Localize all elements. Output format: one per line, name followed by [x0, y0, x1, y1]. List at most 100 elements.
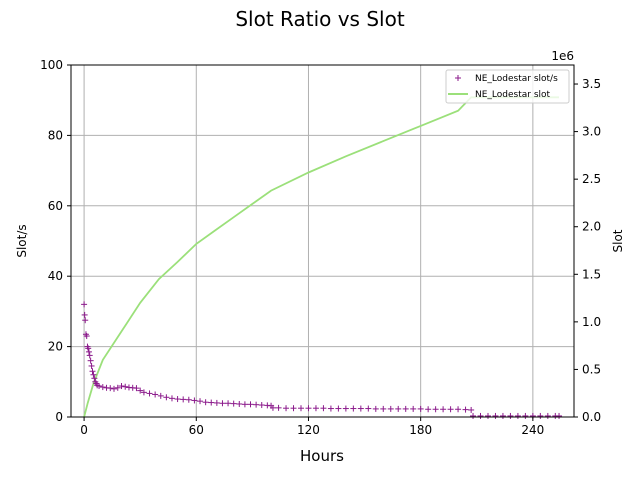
- y-right-tick-label: 1.5: [582, 267, 601, 281]
- scatter-point-55: [283, 405, 290, 412]
- scatter-point-27: [133, 385, 140, 392]
- legend: NE_Lodestar slot/s NE_Lodestar slot: [445, 69, 570, 104]
- scatter-point-66: [365, 405, 372, 412]
- scatter-point-41: [208, 399, 215, 406]
- chart-title: Slot Ratio vs Slot: [235, 7, 404, 31]
- y-left-axis-label: Slot/s: [15, 224, 29, 257]
- x-tick-label: 180: [409, 423, 432, 437]
- scatter-point-62: [335, 405, 342, 412]
- scatter-point-38: [191, 397, 198, 404]
- scatter-point-33: [163, 394, 170, 401]
- scatter-point-43: [219, 400, 226, 407]
- scatter-point-81: [470, 412, 477, 419]
- scatter-point-85: [499, 412, 506, 419]
- scatter-point-20: [107, 385, 114, 392]
- scatter-point-86: [507, 412, 514, 419]
- y-right-tick-label: 1.0: [582, 315, 601, 329]
- legend-label-line: NE_Lodestar slot: [475, 90, 551, 100]
- legend-box: [445, 69, 570, 104]
- scatter-point-2: [82, 317, 89, 324]
- scatter-point-37: [185, 396, 192, 403]
- scatter-point-7: [85, 348, 92, 355]
- scatter-point-23: [118, 383, 125, 390]
- gridlines: [71, 64, 574, 418]
- scatter-point-93: [556, 412, 563, 419]
- x-axis-label: Hours: [300, 447, 344, 465]
- x-tick-label: 60: [189, 423, 204, 437]
- scatter-point-49: [253, 401, 260, 408]
- y-left-tick-label: 0: [55, 410, 63, 424]
- scatter-point-46: [236, 400, 243, 407]
- scatter-point-56: [290, 405, 297, 412]
- legend-marker-scatter: [455, 75, 461, 81]
- scatter-point-91: [544, 412, 551, 419]
- y-left-tick-label: 40: [48, 269, 63, 283]
- scatter-point-11: [89, 368, 96, 375]
- scatter-point-54: [275, 404, 282, 411]
- scatter-point-78: [455, 406, 462, 413]
- scatter-point-74: [425, 406, 432, 413]
- scatter-point-36: [180, 396, 187, 403]
- scatter-point-34: [168, 395, 175, 402]
- y-left-tick-label: 80: [48, 128, 63, 142]
- scatter-point-39: [197, 398, 204, 405]
- scatter-point-17: [96, 383, 103, 390]
- legend-label-scatter: NE_Lodestar slot/s: [475, 74, 558, 84]
- scatter-point-4: [83, 333, 90, 340]
- scatter-point-65: [357, 405, 364, 412]
- y-right-tick-label: 0.5: [582, 362, 601, 376]
- scatter-point-88: [522, 412, 529, 419]
- y-right-tick-label: 0.0: [582, 410, 601, 424]
- scatter-point-13: [91, 375, 98, 382]
- scatter-point-84: [492, 412, 499, 419]
- line-series: [83, 96, 559, 418]
- scatter-point-69: [387, 405, 394, 412]
- scatter-point-35: [174, 396, 181, 403]
- scatter-point-58: [305, 405, 312, 412]
- y-left-tick-label: 20: [48, 340, 63, 354]
- scatter-point-80: [468, 406, 475, 413]
- scatter-point-12: [90, 371, 97, 378]
- y-right-axis-label: Slot: [611, 229, 625, 252]
- scatter-point-72: [410, 405, 417, 412]
- scatter-point-30: [146, 390, 153, 397]
- scatter-point-73: [417, 405, 424, 412]
- scatter-point-57: [297, 405, 304, 412]
- scatter-point-29: [140, 389, 147, 396]
- scatter-point-90: [537, 412, 544, 419]
- scatter-point-32: [157, 392, 164, 399]
- y-left-axis-ticks: 0 20 40 60 80 100: [40, 58, 71, 424]
- x-tick-label: 120: [297, 423, 320, 437]
- scatter-point-59: [312, 405, 319, 412]
- scatter-point-10: [88, 362, 95, 369]
- scatter-point-40: [202, 399, 209, 406]
- scatter-point-1: [81, 311, 88, 318]
- scatter-point-44: [225, 400, 232, 407]
- y-right-tick-label: 2.5: [582, 172, 601, 186]
- series-line-slot: [83, 96, 559, 418]
- scatter-point-83: [484, 412, 491, 419]
- y-left-tick-label: 60: [48, 199, 63, 213]
- scatter-point-45: [230, 400, 237, 407]
- scatter-point-50: [258, 402, 265, 409]
- scatter-point-64: [350, 405, 357, 412]
- scatter-point-24: [122, 383, 129, 390]
- scatter-point-79: [462, 406, 469, 413]
- y-right-tick-label: 3.5: [582, 77, 601, 91]
- y-right-tick-label: 2.0: [582, 220, 601, 234]
- scatter-point-60: [320, 405, 327, 412]
- y-right-tick-label: 3.0: [582, 125, 601, 139]
- scatter-point-47: [241, 401, 248, 408]
- scatter-point-68: [380, 405, 387, 412]
- x-tick-label: 0: [80, 423, 88, 437]
- scatter-series: [81, 301, 563, 419]
- y-right-axis-ticks: 0.0 0.5 1.0 1.5 2.0 2.5 3.0 3.5: [574, 77, 601, 424]
- scatter-point-61: [327, 405, 334, 412]
- scatter-point-82: [477, 412, 484, 419]
- scatter-point-77: [447, 406, 454, 413]
- scatter-point-31: [152, 391, 159, 398]
- scatter-point-63: [342, 405, 349, 412]
- scatter-point-75: [432, 406, 439, 413]
- x-axis-ticks: 0 60 120 180 240: [80, 417, 544, 437]
